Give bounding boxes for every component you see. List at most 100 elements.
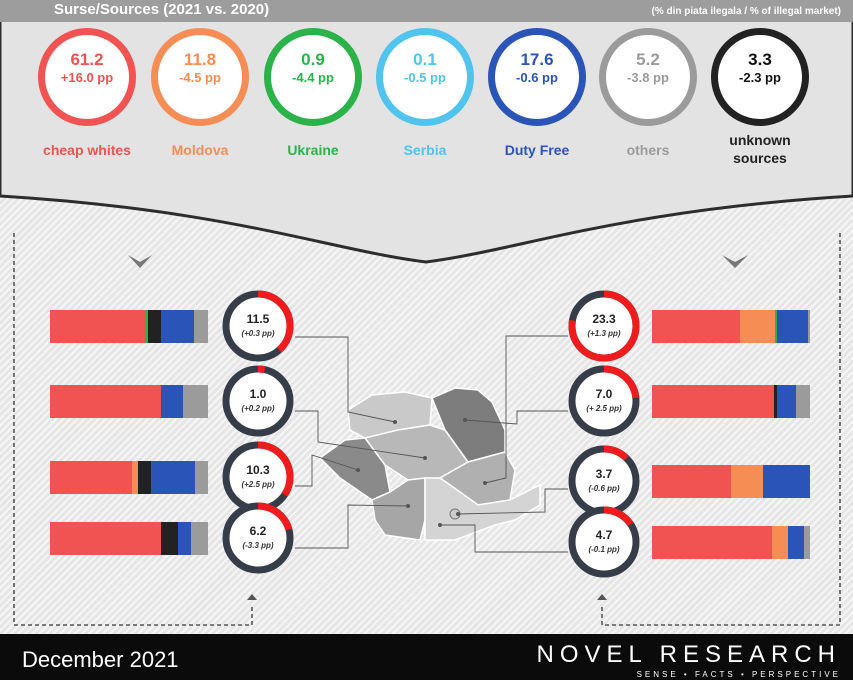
ring-fill [222,441,294,513]
ring-change: (+0.3 pp) [241,329,275,338]
region-share-ring: 6.2 (-3.3 pp) [221,501,295,575]
bar-segment [50,461,133,494]
ring-change: (-0.6 pp) [588,484,620,493]
source-label: Ukraine [287,142,339,158]
ring-change: (+2.5 pp) [241,480,275,489]
source-change: -0.6 pp [516,70,558,85]
ring-fill [568,290,640,362]
bar-segment [195,461,208,494]
connectors [295,335,568,553]
region-stacked-bar [652,385,810,418]
bar-segment [138,461,152,494]
footer: December 2021 NOVEL RESEARCH SENSE • FAC… [0,634,853,680]
source-label: others [626,142,670,158]
source-badge: 11.8 -4.5 pp [151,28,249,126]
brand-tagline: SENSE • FACTS • PERSPECTIVE [636,670,841,679]
ring-value: 1.0 [249,387,267,401]
region-share-ring: 11.5 (+0.3 pp) [221,289,295,363]
bar-segment [146,310,148,343]
source-label: Moldova [171,142,229,158]
bar-segment [147,310,161,343]
bar-segment [652,385,774,418]
source-value: 11.8 [183,50,217,69]
ring-fill [222,290,294,362]
right-dashed-frame [601,233,841,626]
ring-fill [568,365,640,437]
bar-segment [803,526,810,559]
region-stacked-bar [652,526,810,559]
source-change: -2.3 pp [739,70,781,85]
page-title: Surse/Sources (2021 vs. 2020) [54,1,270,18]
bar-segment [762,465,810,498]
bar-segment [808,310,810,343]
ring-fill [222,365,294,437]
region-share-ring: 10.3 (+2.5 pp) [221,440,295,514]
ring-change: (+1.3 pp) [587,329,621,338]
bar-segment [776,385,796,418]
ring-value: 6.2 [249,524,267,538]
region-share-ring: 23.3 (+1.3 pp) [567,289,641,363]
source-change: -4.5 pp [179,70,221,85]
region-stacked-bar [652,310,810,343]
bar-segment [50,522,161,555]
ring-value: 23.3 [592,312,616,326]
source-badge: 61.2 +16.0 pp [38,28,136,126]
source-label: Serbia [403,142,447,158]
ring-value: 10.3 [246,463,270,477]
source-change: -4.4 pp [292,70,334,85]
ring-fill [568,506,640,578]
source-value: 17.6 [520,50,554,69]
footer-date: December 2021 [22,647,179,672]
region-share-ring: 4.7 (-0.1 pp) [567,505,641,579]
source-badge: 5.2 -3.8 pp [599,28,697,126]
ring-fill [568,445,640,517]
right-chevron-icon [722,255,748,268]
source-value: 61.2 [70,50,104,69]
ring-track [222,365,294,437]
region-share-ring: 7.0 (+ 2.5 pp) [567,364,641,438]
ring-value: 4.7 [595,528,613,542]
ring-change: (-3.3 pp) [242,541,274,550]
bar-segment [776,310,809,343]
region-stacked-bar [50,385,208,418]
region-stacked-bar [652,465,810,498]
page-subtitle: (% din piata ilegala / % of illegal mark… [651,6,842,17]
region-stacked-bar [50,461,208,494]
bar-segment [50,385,161,418]
bar-segment [182,385,208,418]
left-up-arrow [247,594,257,600]
bar-segment [740,310,776,343]
bar-segment [772,526,788,559]
source-change: -0.5 pp [404,70,446,85]
bar-segment [160,522,178,555]
bar-segment [132,461,139,494]
map-and-connectors [13,233,841,626]
source-badge: 0.1 -0.5 pp [376,28,474,126]
region-stacked-bar [50,522,208,555]
bar-segment [731,465,763,498]
bar-segment [177,522,191,555]
bar-segment [652,526,773,559]
source-value: 0.1 [413,50,437,69]
bar-segment [773,385,777,418]
title-band [0,0,853,22]
bar-segment [652,310,741,343]
bar-segment [787,526,804,559]
source-change: +16.0 pp [60,70,114,85]
bar-segment [775,310,777,343]
bar-segment [50,310,147,343]
region-south [424,477,541,541]
region-stacked-bar [50,310,208,343]
ring-track [568,445,640,517]
bar-segment [193,310,208,343]
ring-change: (-0.1 pp) [588,545,620,554]
ring-value: 3.7 [595,467,613,481]
ring-value: 11.5 [246,312,270,326]
source-badge: 17.6 -0.6 pp [488,28,586,126]
brand-name: NOVEL RESEARCH [536,641,841,668]
source-label: unknown sources [729,132,791,166]
source-label: cheap whites [43,142,131,158]
right-up-arrow [597,594,607,600]
left-dashed-frame [13,233,253,626]
source-value: 3.3 [748,50,772,69]
